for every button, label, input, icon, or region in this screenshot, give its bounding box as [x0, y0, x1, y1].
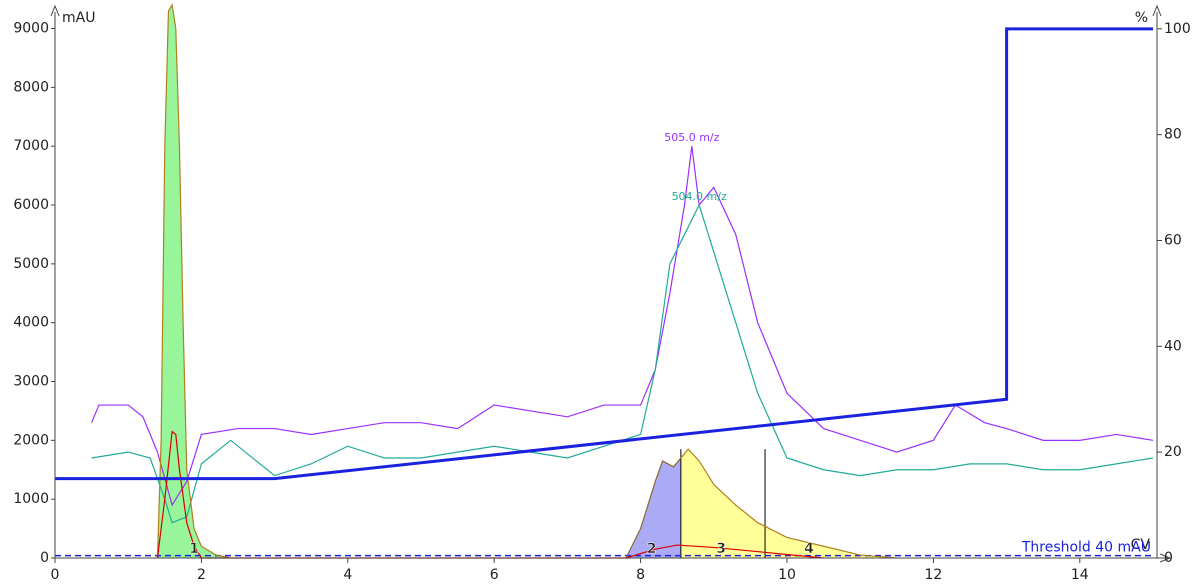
peak-area: [680, 449, 897, 558]
trace: [91, 146, 1154, 507]
x-tick-label: 4: [343, 567, 352, 583]
peak-area: [625, 457, 681, 558]
x-tick-label: 2: [197, 567, 206, 583]
y-tick-label: 8000: [13, 79, 49, 95]
y2-axis-label: %: [1135, 10, 1148, 26]
x-tick-label: 0: [51, 567, 60, 583]
y2-tick-label: 100: [1164, 21, 1191, 37]
trace: [625, 457, 682, 559]
peak-area: [157, 5, 231, 558]
trace-label: 504.0 m/z: [672, 190, 727, 203]
x-tick-label: 12: [924, 567, 942, 583]
fraction-label: 4: [804, 541, 814, 557]
y-axis-arrow: [50, 4, 60, 17]
y-axis-label: mAU: [62, 10, 95, 26]
trace: [55, 27, 1153, 481]
fraction-label: 1: [189, 541, 199, 557]
x-axis-arrow: [1159, 553, 1172, 563]
y2-tick-label: 80: [1164, 127, 1182, 143]
y2-tick-label: 0: [1164, 550, 1173, 566]
y2-tick-label: 60: [1164, 232, 1182, 248]
y-tick-label: 0: [40, 550, 49, 566]
y-tick-label: 4000: [13, 315, 49, 331]
y-tick-label: 2000: [13, 432, 49, 448]
y-tick-label: 3000: [13, 374, 49, 390]
threshold-label: Threshold 40 mAU: [1021, 540, 1151, 556]
x-tick-label: 14: [1071, 567, 1089, 583]
trace-label: 505.0 m/z: [664, 131, 719, 144]
y-tick-label: 6000: [13, 197, 49, 213]
y2-tick-label: 40: [1164, 338, 1182, 354]
fraction-label: 2: [647, 541, 657, 557]
y-tick-label: 1000: [13, 491, 49, 507]
y2-tick-label: 20: [1164, 444, 1182, 460]
y-tick-label: 9000: [13, 21, 49, 37]
x-tick-label: 10: [778, 567, 796, 583]
trace: [680, 448, 897, 559]
y2-axis-arrow: [1152, 4, 1162, 17]
trace: [91, 203, 1154, 524]
x-tick-label: 6: [490, 567, 499, 583]
x-axis-label: CV: [1131, 537, 1151, 553]
y-tick-label: 5000: [13, 256, 49, 272]
trace: [156, 3, 231, 559]
fraction-label: 3: [716, 541, 726, 557]
x-tick-label: 8: [636, 567, 645, 583]
y-tick-label: 7000: [13, 138, 49, 154]
